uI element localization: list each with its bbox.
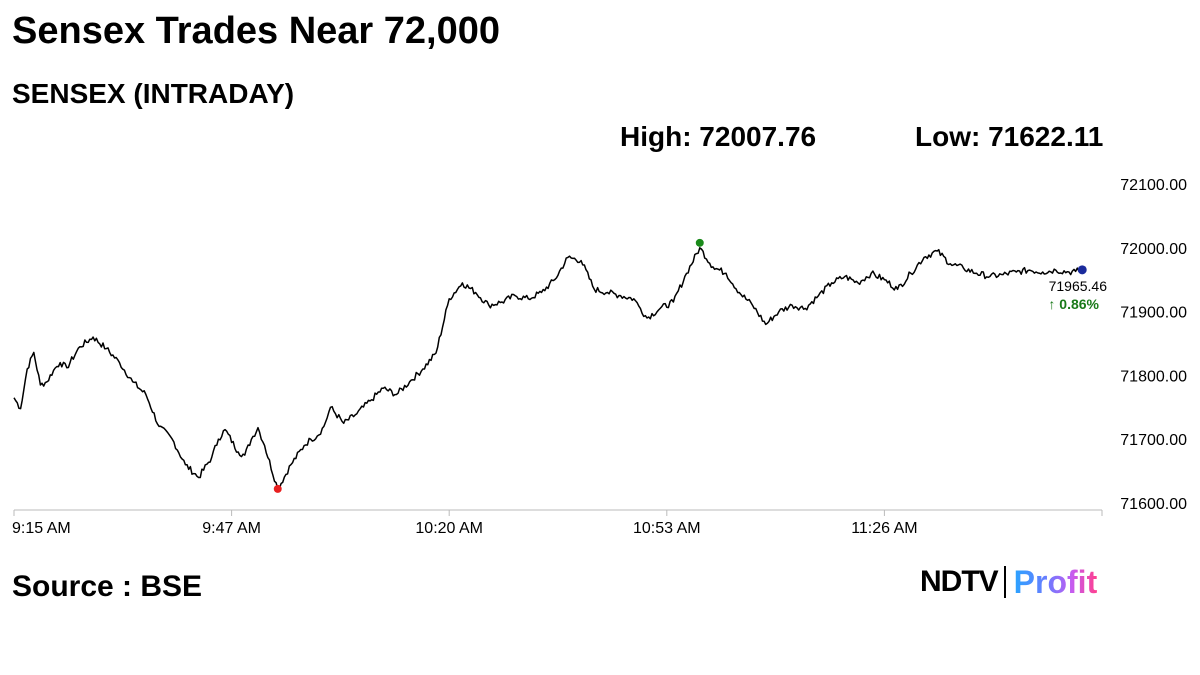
y-tick-label: 72000.00 (1120, 241, 1187, 258)
series-layer (13, 247, 1083, 490)
high-point-marker (695, 238, 704, 247)
change-percent-label: ↑ 0.86% (1048, 296, 1099, 312)
x-tick-label: 9:47 AM (202, 520, 261, 537)
y-tick-label: 72100.00 (1120, 177, 1187, 194)
marker-layer (273, 238, 1087, 493)
x-tick-label: 11:26 AM (851, 520, 917, 537)
last-point-marker (1077, 265, 1087, 275)
chart-subtitle: SENSEX (INTRADAY) (12, 78, 295, 109)
label-layer: 71965.46 ↑ 0.86% (1048, 278, 1107, 312)
x-tick-label: 9:15 AM (12, 520, 71, 537)
low-value-label: Low: 71622.11 (915, 121, 1104, 152)
chart-title: Sensex Trades Near 72,000 (12, 10, 501, 52)
logo-profit-text: Profit (1013, 563, 1098, 600)
y-tick-label: 71700.00 (1120, 432, 1187, 449)
x-tick-label: 10:53 AM (633, 520, 701, 537)
y-tick-label: 71800.00 (1120, 368, 1187, 385)
logo-ndtv-text: NDTV (920, 565, 999, 598)
y-tick-label: 71600.00 (1120, 496, 1187, 513)
low-point-marker (273, 484, 282, 493)
sensex-series-line (13, 247, 1083, 490)
x-tick-label: 10:20 AM (415, 520, 483, 537)
axes: 9:15 AM 9:47 AM 10:20 AM 10:53 AM 11:26 AM 72… (12, 177, 1187, 537)
last-value-label: 71965.46 (1049, 278, 1108, 294)
source-label: Source : BSE (12, 570, 203, 603)
y-tick-label: 71900.00 (1120, 305, 1187, 322)
logo-divider (1003, 566, 1006, 598)
high-value-label: High: 72007.76 (620, 121, 817, 152)
ndtv-profit-logo: NDTV Profit (920, 562, 1097, 602)
